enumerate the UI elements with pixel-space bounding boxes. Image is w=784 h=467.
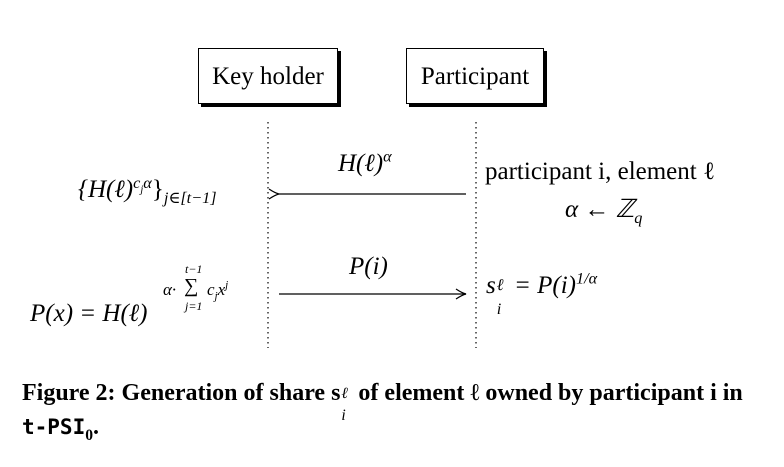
polynomial-exponent: α· t−1 ∑ j=1 cjxj [163, 262, 229, 313]
message2-label: P(i) [349, 253, 388, 280]
alpha-sampling-text: α ← ℤq [565, 196, 643, 227]
participant-box: Participant [406, 48, 544, 104]
keyholder-shares-expr: {H(ℓ)cjα}j∈[t−1] [78, 173, 217, 207]
message1-label: H(ℓ)α [338, 147, 392, 177]
key-holder-label: Key holder [212, 63, 324, 90]
participant-input-text: participant i, element ℓ [485, 158, 715, 185]
polynomial-expr: P(x) = H(ℓ) [30, 300, 148, 327]
key-holder-box: Key holder [198, 48, 338, 104]
participant-label: Participant [420, 63, 530, 90]
